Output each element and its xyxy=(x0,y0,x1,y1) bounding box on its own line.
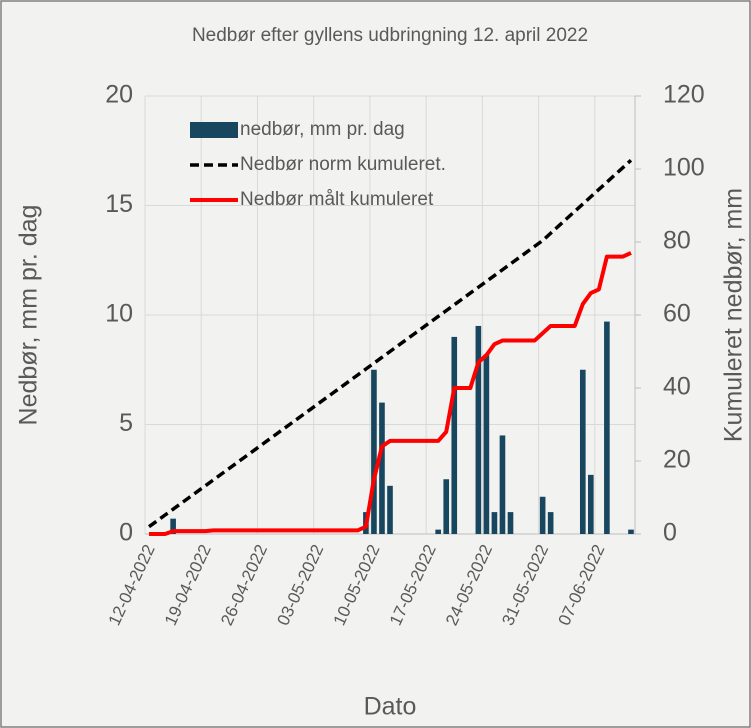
bar xyxy=(371,369,377,534)
y-tick-label: 0 xyxy=(119,519,133,547)
y-tick-label: 10 xyxy=(105,300,133,328)
legend-label: nedbør, mm pr. dag xyxy=(240,119,405,140)
line xyxy=(149,251,632,536)
bar xyxy=(387,485,393,534)
y2-tick-label: 100 xyxy=(663,154,705,182)
y2-tick-label: 40 xyxy=(663,373,691,401)
bar xyxy=(435,529,442,534)
bar xyxy=(628,529,634,534)
chart-title: Nedbør efter gyllens udbringning 12. apr… xyxy=(192,25,588,46)
y-tick-label: 15 xyxy=(105,190,133,218)
bar xyxy=(507,512,514,534)
y-tick-label: 5 xyxy=(119,409,133,437)
y-tick-label: 20 xyxy=(105,81,133,109)
bar xyxy=(483,354,490,534)
y2-axis-title: Kumuleret nedbør, mm xyxy=(720,188,748,442)
x-axis-title: Dato xyxy=(364,693,417,721)
y2-tick-label: 120 xyxy=(663,81,705,109)
y2-tick-label: 0 xyxy=(663,519,677,547)
y-axis-title: Nedbør, mm pr. dag xyxy=(15,205,43,426)
bar xyxy=(443,479,450,534)
bar xyxy=(539,496,546,534)
bar xyxy=(588,474,594,534)
bar xyxy=(499,435,506,534)
bar xyxy=(379,402,385,534)
bar xyxy=(475,325,482,534)
y2-tick-label: 60 xyxy=(663,300,691,328)
bar xyxy=(170,518,176,534)
legend-label: Nedbør norm kumuleret. xyxy=(240,154,446,175)
legend-label: Nedbør målt kumuleret xyxy=(240,189,434,210)
bar xyxy=(547,512,554,534)
y2-tick-label: 80 xyxy=(663,227,691,255)
bar xyxy=(604,321,610,534)
legend-swatch xyxy=(190,122,238,138)
bar xyxy=(451,336,458,534)
bar xyxy=(579,369,586,534)
bar xyxy=(491,512,498,534)
line xyxy=(147,158,633,529)
y2-tick-label: 20 xyxy=(663,446,691,474)
